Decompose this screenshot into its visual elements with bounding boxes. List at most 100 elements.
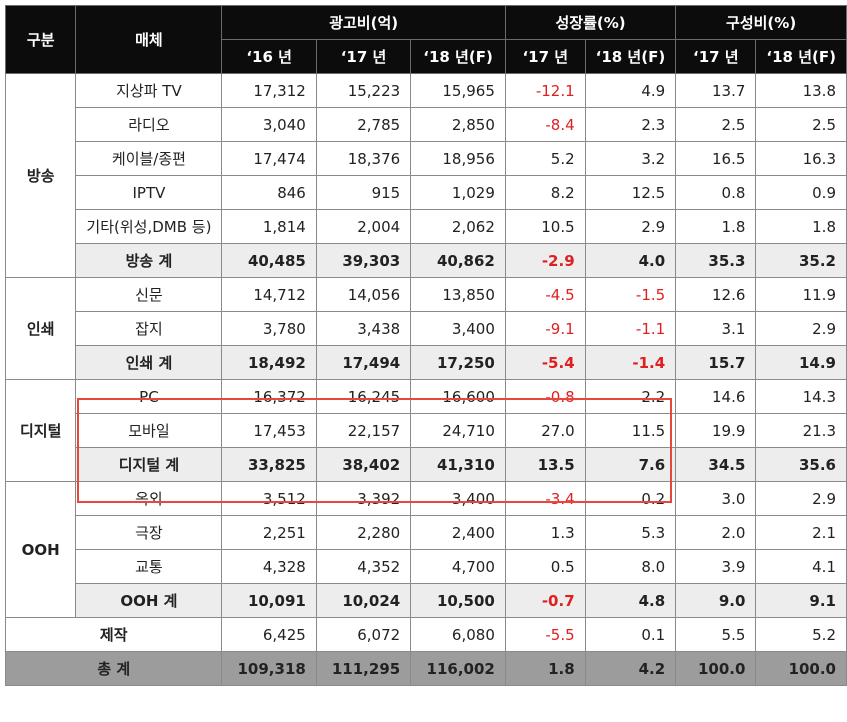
value-cell: 10,024 bbox=[315, 583, 412, 618]
value-cell: 3,400 bbox=[410, 481, 506, 516]
value-cell: 0.5 bbox=[504, 549, 586, 584]
value-cell: 3,780 bbox=[221, 311, 317, 346]
value-cell: 16.5 bbox=[675, 141, 757, 176]
value-cell: 1.3 bbox=[504, 515, 586, 550]
value-cell: 3.0 bbox=[675, 481, 757, 516]
value-cell: 100.0 bbox=[675, 651, 757, 686]
value-cell: 1.8 bbox=[675, 209, 757, 244]
header-ad-spend: 광고비(억) bbox=[221, 5, 506, 40]
value-cell: 0.9 bbox=[755, 175, 847, 210]
value-cell: 14,056 bbox=[315, 277, 412, 312]
value-cell: 27.0 bbox=[504, 413, 586, 448]
value-cell: 35.6 bbox=[755, 447, 847, 482]
header-growth: 성장률(%) bbox=[504, 5, 677, 40]
value-cell: 8.0 bbox=[584, 549, 677, 584]
value-cell: 14.3 bbox=[755, 379, 847, 414]
table-row: 인쇄 계 18,492 17,494 17,250 -5.4 -1.4 15.7 14.9 bbox=[6, 345, 847, 380]
value-cell: 4.9 bbox=[584, 73, 677, 108]
value-cell: 9.1 bbox=[755, 583, 847, 618]
value-cell: 15,223 bbox=[315, 73, 412, 108]
header-year-col: ‘18 년(F) bbox=[755, 39, 847, 74]
value-cell: 4,328 bbox=[221, 549, 317, 584]
media-name: 케이블/종편 bbox=[75, 141, 223, 176]
value-cell: 2,850 bbox=[410, 107, 506, 142]
value-cell: 14,712 bbox=[221, 277, 317, 312]
value-cell: 3,400 bbox=[410, 311, 506, 346]
value-cell: 16.3 bbox=[755, 141, 847, 176]
value-cell: 22,157 bbox=[315, 413, 412, 448]
header-year-col: ‘18 년(F) bbox=[584, 39, 677, 74]
value-cell: 10,500 bbox=[410, 583, 506, 618]
value-cell: 4,700 bbox=[410, 549, 506, 584]
value-cell: 35.3 bbox=[675, 243, 757, 278]
value-cell: -0.7 bbox=[504, 583, 586, 618]
value-cell: 1.8 bbox=[504, 651, 586, 686]
ad-spend-table: 구분 매체 광고비(억) 성장률(%) 구성비(%) ‘16 년 ‘17 년 ‘… bbox=[4, 5, 847, 686]
value-cell: 13.8 bbox=[755, 73, 847, 108]
value-cell: 19.9 bbox=[675, 413, 757, 448]
value-cell: 5.2 bbox=[504, 141, 586, 176]
value-cell: 4.1 bbox=[755, 549, 847, 584]
header-year-col: ‘17 년 bbox=[315, 39, 412, 74]
value-cell: 2,785 bbox=[315, 107, 412, 142]
value-cell: 16,372 bbox=[221, 379, 317, 414]
value-cell: 17,250 bbox=[410, 345, 506, 380]
category-cell: 디지털 bbox=[4, 379, 77, 482]
value-cell: -5.4 bbox=[504, 345, 586, 380]
value-cell: 3,392 bbox=[315, 481, 412, 516]
value-cell: -0.8 bbox=[504, 379, 586, 414]
value-cell: 13.5 bbox=[504, 447, 586, 482]
table-row: 잡지 3,780 3,438 3,400 -9.1 -1.1 3.1 2.9 bbox=[6, 311, 847, 346]
category-cell: 방송 bbox=[4, 73, 77, 278]
table-row: 방송 계 40,485 39,303 40,862 -2.9 4.0 35.3 35.2 bbox=[6, 243, 847, 278]
value-cell: 14.9 bbox=[755, 345, 847, 380]
value-cell: 3,040 bbox=[221, 107, 317, 142]
value-cell: 3.1 bbox=[675, 311, 757, 346]
value-cell: 2.9 bbox=[755, 481, 847, 516]
table-body: 방송 지상파 TV 17,312 15,223 15,965 -12.1 4.9 13.7 13… bbox=[4, 73, 847, 686]
value-cell: 18,376 bbox=[315, 141, 412, 176]
value-cell: 2,062 bbox=[410, 209, 506, 244]
table-row: 라디오 3,040 2,785 2,850 -8.4 2.3 2.5 2.5 bbox=[6, 107, 847, 142]
table-row: 디지털 계 33,825 38,402 41,310 13.5 7.6 34.5 35.6 bbox=[6, 447, 847, 482]
value-cell: 17,312 bbox=[221, 73, 317, 108]
value-cell: 4.2 bbox=[584, 651, 677, 686]
grand-total-label: 총 계 bbox=[4, 651, 223, 686]
value-cell: -1.1 bbox=[584, 311, 677, 346]
value-cell: 4.8 bbox=[584, 583, 677, 618]
value-cell: -4.5 bbox=[504, 277, 586, 312]
value-cell: 3,438 bbox=[315, 311, 412, 346]
table-row: 교통 4,328 4,352 4,700 0.5 8.0 3.9 4.1 bbox=[6, 549, 847, 584]
media-name: 기타(위성,DMB 등) bbox=[75, 209, 223, 244]
value-cell: 14.6 bbox=[675, 379, 757, 414]
value-cell: 2.0 bbox=[675, 515, 757, 550]
value-cell: 17,474 bbox=[221, 141, 317, 176]
value-cell: 12.5 bbox=[584, 175, 677, 210]
value-cell: 9.0 bbox=[675, 583, 757, 618]
header-year-col: ‘16 년 bbox=[221, 39, 317, 74]
media-name: PC bbox=[75, 379, 223, 414]
value-cell: 2.1 bbox=[755, 515, 847, 550]
value-cell: 5.3 bbox=[584, 515, 677, 550]
value-cell: 8.2 bbox=[504, 175, 586, 210]
value-cell: 35.2 bbox=[755, 243, 847, 278]
value-cell: 2,004 bbox=[315, 209, 412, 244]
header-media: 매체 bbox=[75, 5, 223, 74]
value-cell: 7.6 bbox=[584, 447, 677, 482]
value-cell: 4.0 bbox=[584, 243, 677, 278]
table-row: IPTV 846 915 1,029 8.2 12.5 0.8 0.9 bbox=[6, 175, 847, 210]
value-cell: 5.5 bbox=[675, 617, 757, 652]
value-cell: 116,002 bbox=[410, 651, 506, 686]
subtotal-label: 방송 계 bbox=[75, 243, 223, 278]
value-cell: 846 bbox=[221, 175, 317, 210]
value-cell: 0.8 bbox=[675, 175, 757, 210]
value-cell: 11.9 bbox=[755, 277, 847, 312]
value-cell: 3,512 bbox=[221, 481, 317, 516]
media-name: 신문 bbox=[75, 277, 223, 312]
value-cell: 33,825 bbox=[221, 447, 317, 482]
value-cell: 915 bbox=[315, 175, 412, 210]
value-cell: 10,091 bbox=[221, 583, 317, 618]
value-cell: 18,492 bbox=[221, 345, 317, 380]
value-cell: 18,956 bbox=[410, 141, 506, 176]
value-cell: 15.7 bbox=[675, 345, 757, 380]
